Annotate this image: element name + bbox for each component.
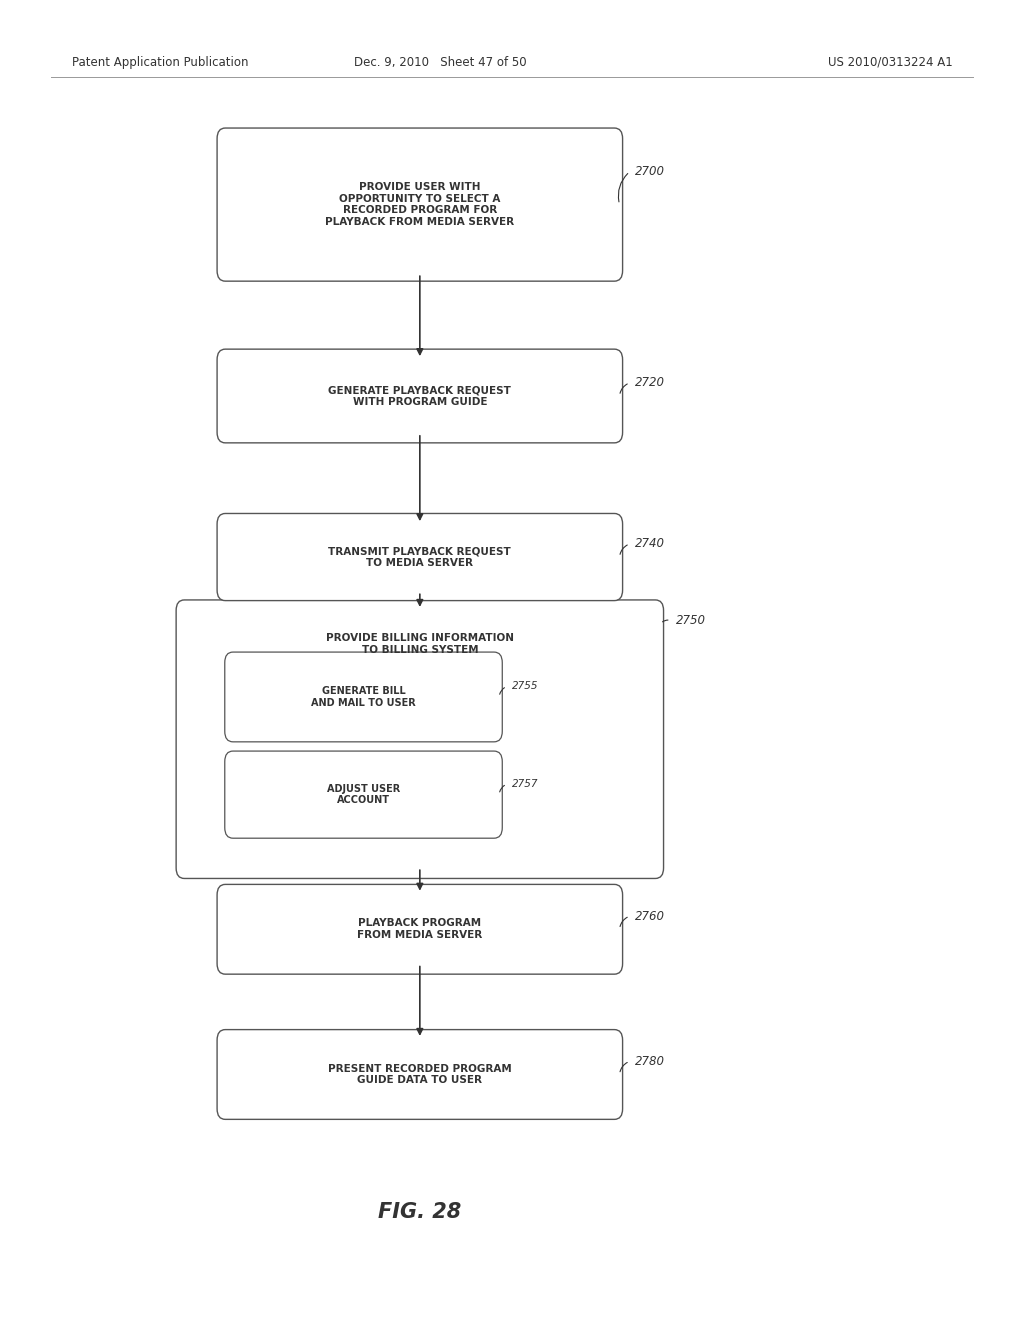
Text: FIG. 28: FIG. 28	[378, 1201, 462, 1222]
Text: Patent Application Publication: Patent Application Publication	[72, 55, 248, 69]
Text: 2755: 2755	[512, 681, 539, 692]
Text: GENERATE PLAYBACK REQUEST
WITH PROGRAM GUIDE: GENERATE PLAYBACK REQUEST WITH PROGRAM G…	[329, 385, 511, 407]
Text: 2750: 2750	[676, 614, 706, 627]
FancyBboxPatch shape	[217, 513, 623, 601]
Text: US 2010/0313224 A1: US 2010/0313224 A1	[827, 55, 952, 69]
Text: TRANSMIT PLAYBACK REQUEST
TO MEDIA SERVER: TRANSMIT PLAYBACK REQUEST TO MEDIA SERVE…	[329, 546, 511, 568]
FancyBboxPatch shape	[217, 1030, 623, 1119]
FancyBboxPatch shape	[176, 599, 664, 879]
Text: 2720: 2720	[635, 376, 665, 389]
Text: PROVIDE BILLING INFORMATION
TO BILLING SYSTEM: PROVIDE BILLING INFORMATION TO BILLING S…	[326, 634, 514, 655]
Text: Dec. 9, 2010   Sheet 47 of 50: Dec. 9, 2010 Sheet 47 of 50	[354, 55, 526, 69]
Text: 2757: 2757	[512, 779, 539, 789]
Text: 2700: 2700	[635, 165, 665, 178]
FancyBboxPatch shape	[217, 128, 623, 281]
Text: GENERATE BILL
AND MAIL TO USER: GENERATE BILL AND MAIL TO USER	[311, 686, 416, 708]
FancyBboxPatch shape	[217, 884, 623, 974]
Text: PROVIDE USER WITH
OPPORTUNITY TO SELECT A
RECORDED PROGRAM FOR
PLAYBACK FROM MED: PROVIDE USER WITH OPPORTUNITY TO SELECT …	[326, 182, 514, 227]
Text: 2760: 2760	[635, 909, 665, 923]
Text: PLAYBACK PROGRAM
FROM MEDIA SERVER: PLAYBACK PROGRAM FROM MEDIA SERVER	[357, 919, 482, 940]
Text: ADJUST USER
ACCOUNT: ADJUST USER ACCOUNT	[327, 784, 400, 805]
Text: 2740: 2740	[635, 537, 665, 550]
FancyBboxPatch shape	[224, 751, 502, 838]
Text: PRESENT RECORDED PROGRAM
GUIDE DATA TO USER: PRESENT RECORDED PROGRAM GUIDE DATA TO U…	[328, 1064, 512, 1085]
Text: 2780: 2780	[635, 1055, 665, 1068]
FancyBboxPatch shape	[224, 652, 502, 742]
FancyBboxPatch shape	[217, 348, 623, 444]
